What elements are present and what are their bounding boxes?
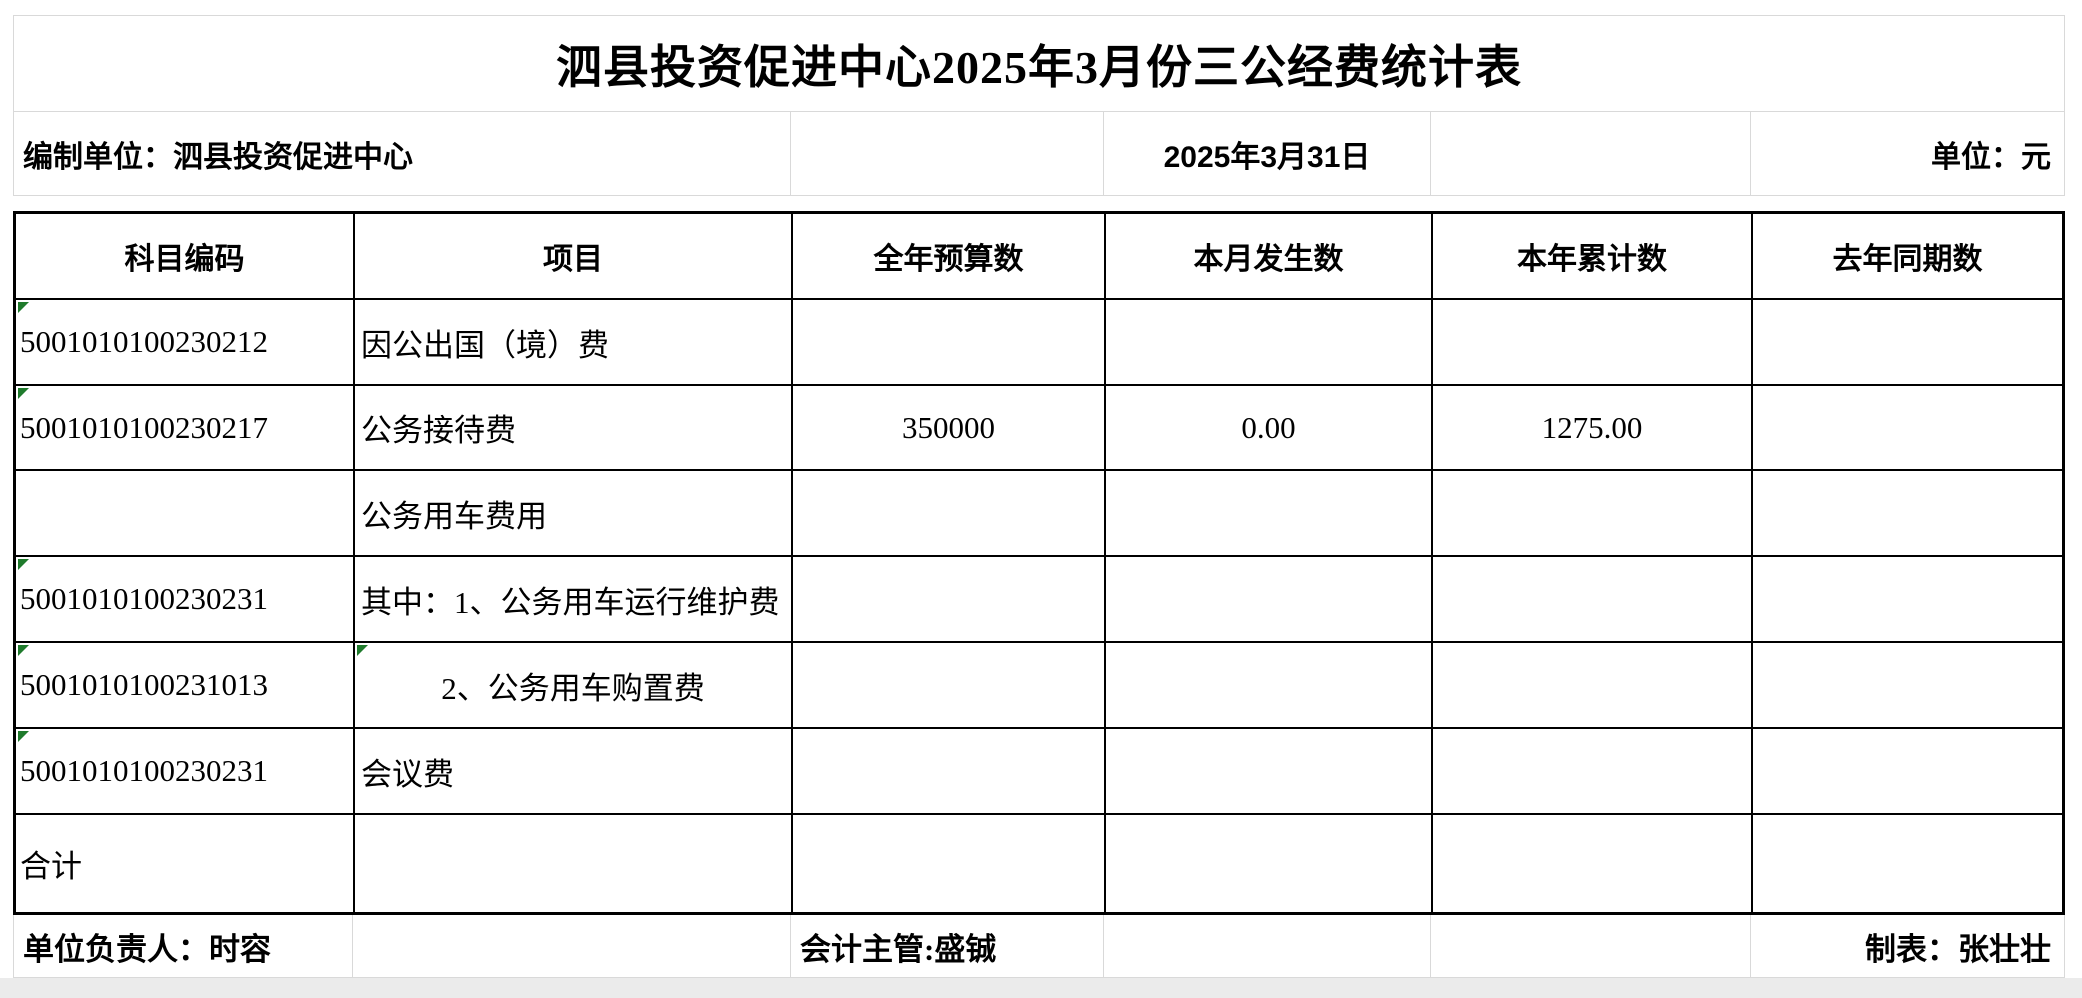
cell-prev-year: [1753, 643, 2062, 729]
info-spacer-cell: [1431, 112, 1751, 196]
cell-prev-year: [1753, 386, 2062, 471]
prepared-by-cell: 编制单位：泗县投资促进中心: [14, 112, 791, 196]
cell-budget: [793, 643, 1106, 729]
cell-item: 公务接待费: [355, 386, 793, 471]
cell-prev-year: [1753, 815, 2062, 912]
cell-prev-year: [1753, 471, 2062, 557]
cell-code: 5001010100230217: [16, 386, 355, 471]
signature-row: 单位负责人：时容 会计主管:盛铖 制表：张壮壮: [13, 915, 2065, 978]
code-text: 5001010100230217: [20, 409, 268, 445]
cell-item: 其中：1、公务用车运行维护费: [355, 557, 793, 643]
code-text: 5001010100230212: [20, 324, 268, 359]
footer-spacer-cell: [353, 915, 791, 977]
info-row: 编制单位：泗县投资促进中心 2025年3月31日 单位：元: [14, 112, 2064, 196]
expenses-table: 科目编码 项目 全年预算数 本月发生数 本年累计数 去年同期数 50010101…: [13, 211, 2065, 915]
cell-budget: [793, 557, 1106, 643]
code-text: 5001010100230231: [20, 753, 268, 788]
cell-month: [1106, 643, 1433, 729]
item-text: 2、公务用车购置费: [441, 670, 705, 706]
cell-item: 公务用车费用: [355, 471, 793, 557]
cell-code: 5001010100231013: [16, 643, 355, 729]
unit-label: 单位：元: [1931, 141, 2051, 174]
green-triangle-icon: [18, 731, 29, 742]
header-code: 科目编码: [16, 214, 355, 300]
title-block: 泗县投资促进中心2025年3月份三公经费统计表 编制单位：泗县投资促进中心 20…: [13, 15, 2065, 196]
green-triangle-icon: [357, 645, 368, 656]
cell-ytd: [1433, 643, 1753, 729]
cell-budget: [793, 729, 1106, 815]
prepared-by-label: 编制单位：泗县投资促进中心: [23, 141, 413, 174]
code-text: 5001010100231013: [20, 667, 268, 702]
footer-spacer-cell: [1104, 915, 1431, 977]
cell-budget: [793, 300, 1106, 386]
cell-item: 2、公务用车购置费: [355, 643, 793, 729]
cell-budget: [793, 471, 1106, 557]
report-date: 2025年3月31日: [1163, 141, 1371, 174]
cell-prev-year: [1753, 729, 2062, 815]
green-triangle-icon: [18, 302, 29, 313]
responsible-person-cell: 单位负责人：时容: [14, 915, 353, 977]
cell-ytd: 1275.00: [1433, 386, 1753, 471]
cell-ytd: [1433, 729, 1753, 815]
cell-item: 会议费: [355, 729, 793, 815]
outside-sheet-area: [0, 978, 2082, 998]
green-triangle-icon: [18, 388, 29, 399]
cell-budget: 350000: [793, 386, 1106, 471]
cell-code: 5001010100230231: [16, 557, 355, 643]
page-title: 泗县投资促进中心2025年3月份三公经费统计表: [556, 41, 1522, 93]
cell-ytd: [1433, 471, 1753, 557]
accountant: 会计主管:盛铖: [800, 931, 997, 967]
cell-item: 因公出国（境）费: [355, 300, 793, 386]
cell-month: [1106, 300, 1433, 386]
cell-budget: [793, 815, 1106, 912]
cell-code: 5001010100230212: [16, 300, 355, 386]
header-item: 项目: [355, 214, 793, 300]
cell-item: [355, 815, 793, 912]
cell-total-label: 合计: [16, 815, 355, 912]
preparer: 制表：张壮壮: [1865, 931, 2051, 967]
green-triangle-icon: [18, 645, 29, 656]
title-row: 泗县投资促进中心2025年3月份三公经费统计表: [14, 16, 2064, 112]
unit-cell: 单位：元: [1751, 112, 2064, 196]
header-budget: 全年预算数: [793, 214, 1106, 300]
green-triangle-icon: [18, 559, 29, 570]
preparer-cell: 制表：张壮壮: [1751, 915, 2064, 977]
cell-prev-year: [1753, 300, 2062, 386]
cell-ytd: [1433, 815, 1753, 912]
info-spacer-cell: [791, 112, 1104, 196]
responsible-person: 单位负责人：时容: [23, 931, 271, 967]
footer-spacer-cell: [1431, 915, 1751, 977]
report-date-cell: 2025年3月31日: [1104, 112, 1431, 196]
code-text: 5001010100230231: [20, 581, 268, 616]
cell-prev-year: [1753, 557, 2062, 643]
cell-code: [16, 471, 355, 557]
cell-month: [1106, 815, 1433, 912]
cell-ytd: [1433, 557, 1753, 643]
cell-code: 5001010100230231: [16, 729, 355, 815]
header-month: 本月发生数: [1106, 214, 1433, 300]
cell-month: 0.00: [1106, 386, 1433, 471]
cell-ytd: [1433, 300, 1753, 386]
cell-month: [1106, 729, 1433, 815]
header-prev-year: 去年同期数: [1753, 214, 2062, 300]
header-ytd: 本年累计数: [1433, 214, 1753, 300]
cell-month: [1106, 557, 1433, 643]
cell-month: [1106, 471, 1433, 557]
accountant-cell: 会计主管:盛铖: [791, 915, 1104, 977]
